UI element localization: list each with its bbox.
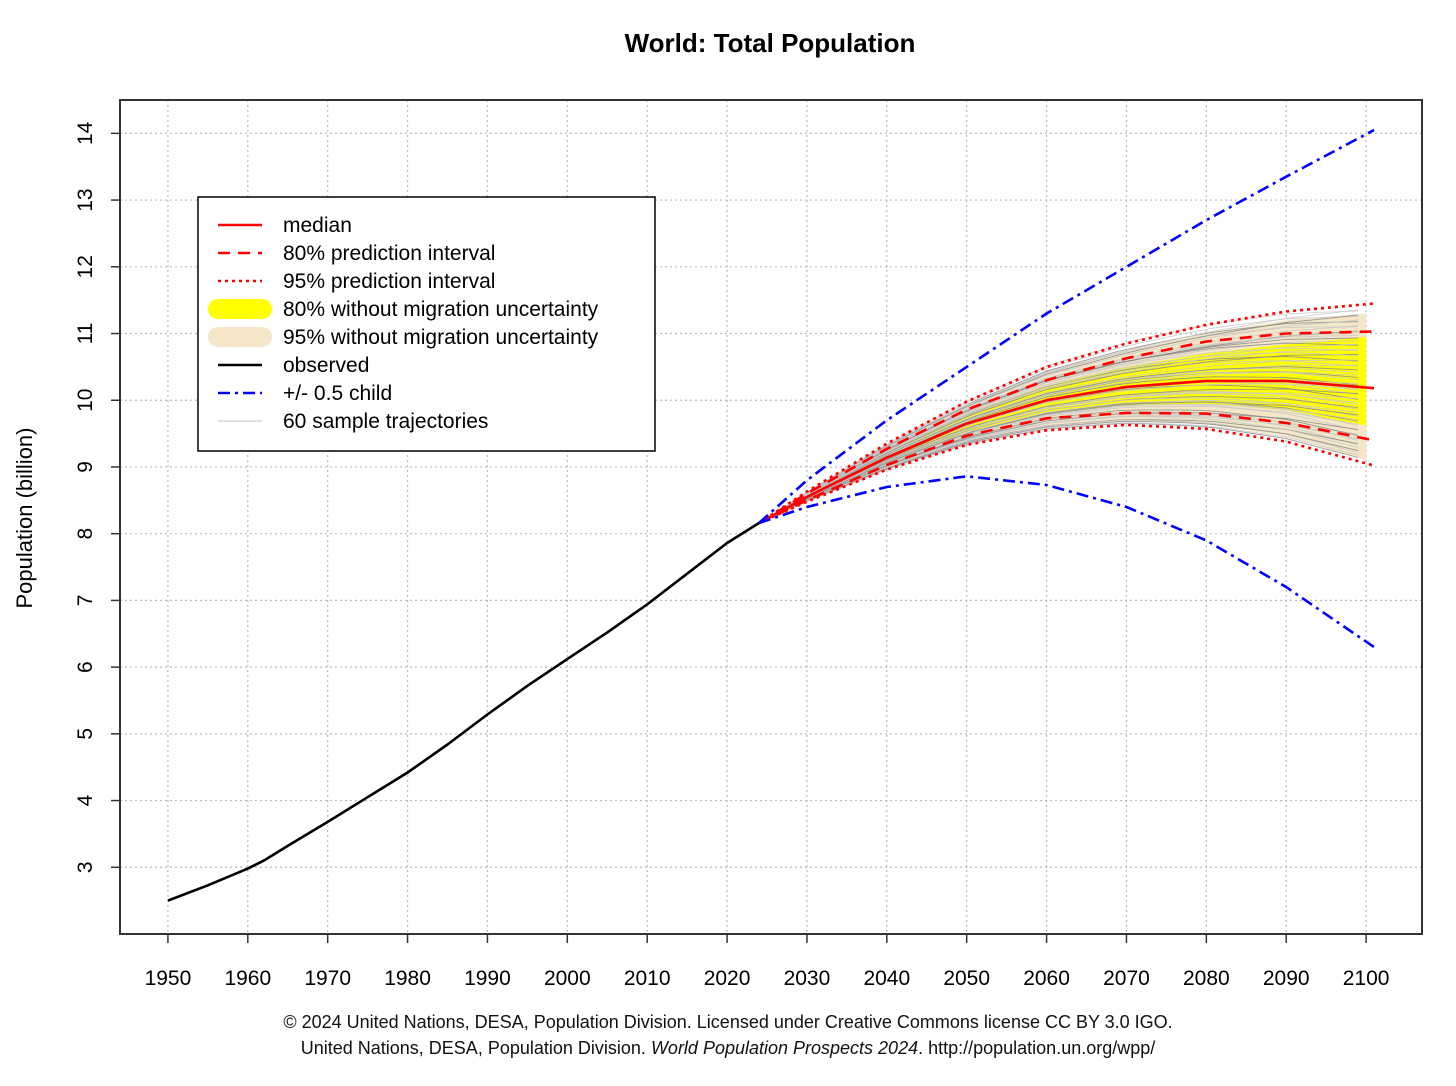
y-tick-label: 11 <box>74 323 97 345</box>
sample-trajectory <box>758 351 1359 524</box>
sample-trajectory <box>758 366 1359 524</box>
plus-half-child-line <box>758 128 1375 524</box>
x-tick-label: 1980 <box>384 967 431 990</box>
legend-label: observed <box>283 354 369 377</box>
x-tick-label: 1960 <box>224 967 271 990</box>
x-tick-label: 2000 <box>544 967 591 990</box>
sample-trajectory <box>758 332 1359 524</box>
sample-trajectory <box>758 325 1359 524</box>
y-axis-label: Population (billion) <box>12 428 37 609</box>
legend-label: 60 sample trajectories <box>283 410 488 433</box>
y-tick-label: 6 <box>74 661 97 673</box>
pi80-upper-line <box>758 330 1375 525</box>
observed-line <box>167 521 760 902</box>
sample-trajectory <box>758 420 1359 524</box>
y-tick-label: 13 <box>74 188 97 211</box>
x-tick-label: 1970 <box>304 967 351 990</box>
credit-line-2: United Nations, DESA, Population Divisio… <box>0 1038 1456 1059</box>
x-tick-label: 2060 <box>1023 967 1070 990</box>
legend: median 80% prediction interval 95% predict… <box>197 196 656 452</box>
x-tick-label: 1950 <box>145 967 192 990</box>
y-tick-label: 8 <box>74 528 97 540</box>
sample-trajectory <box>758 321 1359 524</box>
legend-label: +/- 0.5 child <box>283 382 392 405</box>
chart-title: World: Total Population <box>625 28 916 58</box>
sample-trajectory <box>758 319 1359 524</box>
y-tick-label: 7 <box>74 595 97 607</box>
minus-half-child-line <box>758 474 1375 649</box>
y-tick-label: 14 <box>74 121 97 145</box>
credit-line-1: © 2024 United Nations, DESA, Population … <box>283 1012 1173 1032</box>
x-tick-label: 2050 <box>943 967 990 990</box>
x-tick-label: 2100 <box>1343 967 1390 990</box>
legend-box <box>197 196 656 452</box>
credit-url: . http://population.un.org/wpp/ <box>918 1038 1156 1058</box>
median-line <box>758 379 1375 525</box>
legend-label: 80% without migration uncertainty <box>283 298 599 321</box>
x-tick-label: 2020 <box>704 967 751 990</box>
y-tick-label: 12 <box>74 255 97 278</box>
legend-label: 95% without migration uncertainty <box>283 326 599 349</box>
x-tick-label: 1990 <box>464 967 511 990</box>
band-80-no-migration <box>759 336 1367 523</box>
sample-trajectory <box>758 416 1359 524</box>
sample-trajectory <box>758 310 1359 524</box>
y-tick-label: 9 <box>74 461 97 473</box>
sample-trajectory <box>758 422 1359 524</box>
x-tick-label: 2040 <box>863 967 910 990</box>
y-tick-label: 5 <box>74 728 97 740</box>
grid <box>120 100 1422 934</box>
x-tick-label: 2030 <box>784 967 831 990</box>
credit-publication: World Population Prospects 2024 <box>650 1038 919 1058</box>
pi95-upper-line <box>758 302 1375 525</box>
sample-trajectory <box>758 342 1359 524</box>
pi80-lower-line <box>758 411 1375 525</box>
plot-frame <box>119 99 1423 935</box>
y-tick-label: 10 <box>74 389 97 412</box>
legend-label: 80% prediction interval <box>283 242 495 265</box>
legend-label: 95% prediction interval <box>283 270 495 293</box>
credit-source: United Nations, DESA, Population Divisio… <box>300 1038 646 1058</box>
pi95-lower-line <box>758 423 1375 525</box>
sample-trajectory <box>758 309 1359 524</box>
x-tick-label: 2090 <box>1263 967 1310 990</box>
x-tick-label: 2080 <box>1183 967 1230 990</box>
x-tick-label: 2070 <box>1103 967 1150 990</box>
legend-label: median <box>283 214 352 237</box>
y-tick-label: 4 <box>74 794 97 806</box>
x-tick-label: 2010 <box>624 967 671 990</box>
sample-trajectory <box>758 343 1359 524</box>
series-lines <box>167 128 1375 902</box>
sample-trajectory <box>758 401 1359 524</box>
axes: 1950 1960 1970 1980 1990 2000 2010 2020 2030 2040… <box>74 121 1389 990</box>
sample-trajectory <box>758 391 1359 524</box>
y-tick-label: 3 <box>74 861 97 873</box>
sample-trajectory <box>758 359 1359 524</box>
